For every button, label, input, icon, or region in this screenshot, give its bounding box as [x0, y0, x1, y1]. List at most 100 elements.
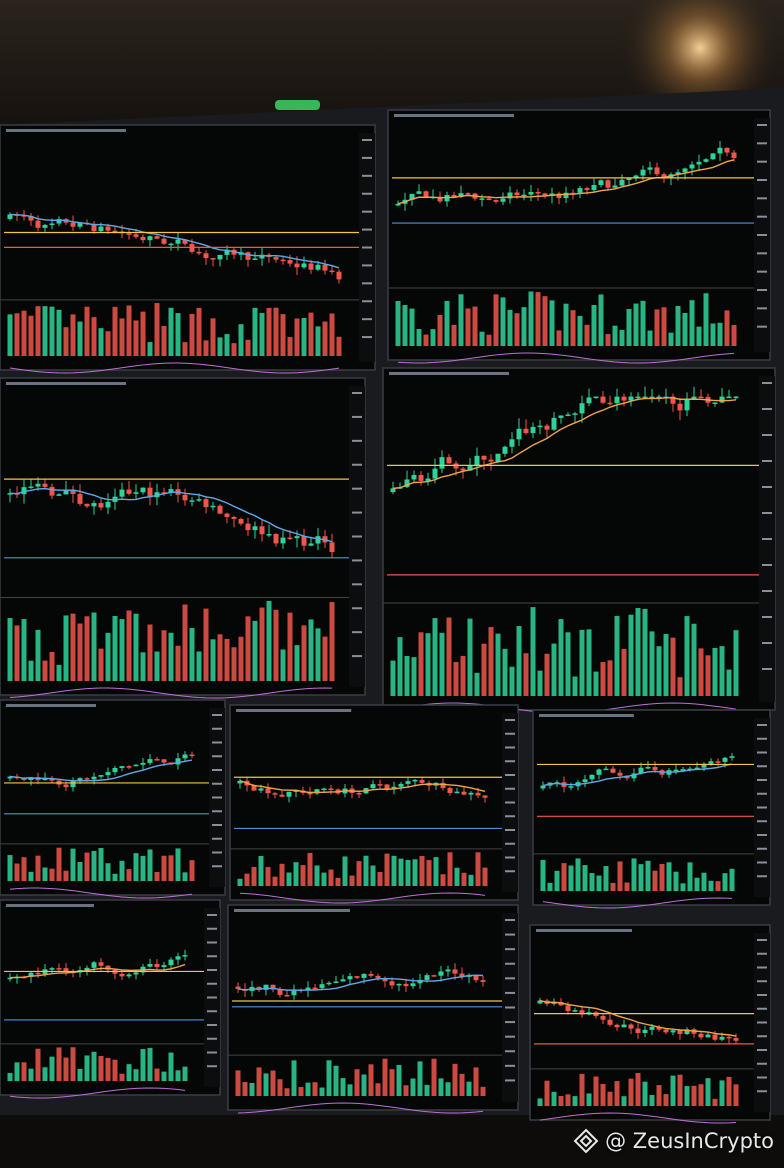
volume-bar	[554, 870, 560, 891]
volume-bar	[84, 306, 90, 356]
axis-label-blur	[505, 919, 515, 921]
candle-body	[691, 396, 697, 400]
volume-bar	[607, 660, 613, 696]
axis-label-blur	[352, 415, 362, 418]
candle-body	[272, 793, 278, 795]
volume-bar	[175, 313, 181, 356]
candle-body	[382, 978, 388, 982]
volume-bar	[645, 860, 651, 891]
volume-bar	[398, 858, 404, 886]
candle-body	[301, 263, 307, 268]
axis-label-blur	[352, 559, 362, 562]
candle-body	[84, 503, 90, 507]
volume-bar	[670, 637, 676, 696]
candle-body	[49, 968, 55, 970]
volume-bar	[614, 1081, 620, 1106]
toolbar-blur	[389, 372, 509, 375]
volume-bar	[593, 671, 599, 696]
chart-panel	[0, 699, 226, 899]
volume-bar	[28, 871, 34, 881]
moving-average	[237, 974, 484, 991]
volume-bar	[231, 343, 237, 356]
candle-body	[409, 193, 415, 200]
axis-label-blur	[757, 197, 767, 200]
watermark-text: @ ZeusInCrypto	[605, 1129, 774, 1153]
candle-body	[77, 494, 83, 504]
candle-body	[294, 263, 300, 268]
volume-bar	[235, 1070, 241, 1096]
candle-body	[733, 396, 739, 399]
volume-bar	[416, 329, 422, 346]
candle-body	[703, 159, 709, 162]
candle-body	[642, 396, 648, 399]
volume-bar	[612, 325, 618, 346]
volume-bar	[154, 871, 160, 881]
volume-bar	[49, 306, 55, 356]
volume-bar	[112, 615, 118, 681]
volume-bar	[98, 1055, 104, 1081]
volume-bar	[635, 1073, 641, 1106]
chart-panel	[229, 704, 519, 904]
candle-body	[610, 768, 616, 773]
volume-bar	[284, 1088, 290, 1096]
axis-label-blur	[207, 1051, 217, 1054]
volume-bar	[266, 600, 272, 681]
volume-bar	[584, 324, 590, 346]
volume-bar	[649, 631, 655, 696]
volume-bar	[694, 877, 700, 891]
candle-body	[291, 989, 297, 996]
volume-bar	[35, 1048, 41, 1081]
volume-bar	[119, 619, 125, 681]
volume-bar	[314, 865, 320, 886]
volume-bar	[438, 1078, 444, 1096]
axis-label-blur	[505, 774, 515, 776]
volume-bar	[439, 632, 445, 696]
volume-bar	[507, 309, 513, 346]
candle-body	[670, 396, 676, 404]
volume-bar	[710, 323, 716, 346]
candle-body	[628, 1024, 634, 1029]
volume-bar	[140, 652, 146, 681]
candle-body	[154, 963, 160, 968]
candle-body	[354, 976, 360, 978]
candle-body	[649, 1026, 655, 1030]
volume-bar	[537, 670, 543, 696]
axis-label-blur	[212, 782, 222, 785]
volume-bar	[77, 321, 83, 356]
candle-body	[696, 161, 702, 165]
oscillator-line	[539, 1112, 737, 1124]
axis-label-blur	[352, 439, 362, 442]
axis-label-blur	[762, 616, 772, 618]
axis-label-blur	[505, 1050, 515, 1053]
candle-body	[287, 537, 293, 540]
candle-body	[203, 253, 209, 259]
candle-body	[701, 763, 707, 768]
candle-body	[7, 776, 13, 779]
axis-label-blur	[505, 801, 515, 804]
candle-body	[675, 172, 681, 175]
volume-bar	[203, 608, 209, 681]
volume-bar	[7, 1072, 13, 1081]
candle-body	[479, 198, 485, 200]
axis-label-blur	[212, 810, 222, 813]
candle-body	[91, 223, 97, 232]
volume-bar	[133, 853, 139, 881]
candle-body	[49, 486, 55, 496]
axis-label-blur	[757, 765, 767, 768]
volume-bar	[656, 1085, 662, 1106]
oscillator-line	[237, 1102, 484, 1114]
volume-bar	[447, 852, 453, 886]
volume-bar	[238, 324, 244, 356]
volume-bar	[280, 314, 286, 356]
candle-body	[673, 769, 679, 772]
volume-bar	[600, 1084, 606, 1106]
volume-bar	[28, 660, 34, 681]
volume-bar	[335, 877, 341, 886]
axis-label-blur	[352, 583, 362, 586]
volume-bar	[549, 300, 555, 346]
volume-bar	[42, 660, 48, 681]
candle-body	[265, 788, 271, 794]
candle-body	[712, 1034, 718, 1040]
moving-average	[9, 487, 333, 543]
volume-bar	[661, 307, 667, 346]
